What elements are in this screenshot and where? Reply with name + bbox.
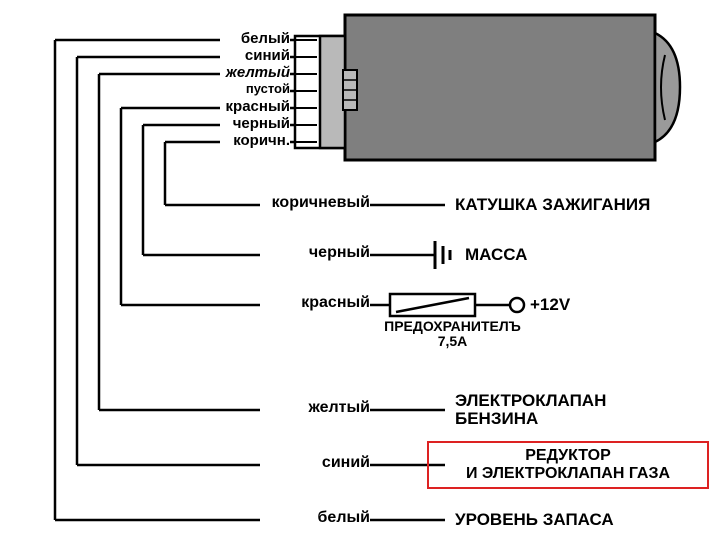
destination-label: МАССА [465,246,527,264]
top-wire-label: синий [190,48,290,63]
destination-label: ЭЛЕКТРОКЛАПАНБЕНЗИНА [455,392,606,428]
destination-label: КАТУШКА ЗАЖИГАНИЯ [455,196,650,214]
branch-wire-label: коричневый [250,195,370,211]
branch-wire-label: белый [250,510,370,526]
highlight-box: РЕДУКТОРИ ЭЛЕКТРОКЛАПАН ГАЗА [427,441,709,489]
top-wire-label: черный [190,116,290,131]
branch-wire-label: желтый [250,400,370,416]
branch-wire-label: синий [250,455,370,471]
fuse-sublabel: ПРЕДОХРАНИТЕЛЪ7,5А [380,319,525,348]
destination-label: УРОВЕНЬ ЗАПАСА [455,511,614,529]
top-wire-label: пустой [190,82,290,95]
branch-wire-label: красный [250,295,370,311]
top-wire-label: коричн. [190,133,290,148]
top-wire-label: белый [190,31,290,46]
branch-wire-label: черный [250,245,370,261]
top-wire-label: красный [190,99,290,114]
destination-label: +12V [530,296,570,314]
top-wire-label: желтый [190,65,290,80]
